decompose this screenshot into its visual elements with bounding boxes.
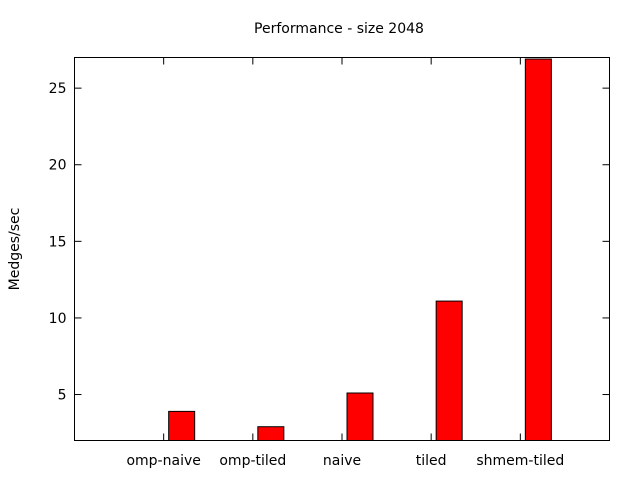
y-tick-label: 15 — [49, 234, 67, 250]
x-tick-label: naive — [323, 453, 361, 469]
x-tick-label: omp-tiled — [219, 453, 286, 469]
y-tick-label: 25 — [49, 81, 67, 97]
x-tick-label: shmem-tiled — [476, 453, 564, 469]
bar-naive — [346, 392, 374, 441]
bar-omp-naive — [168, 410, 196, 441]
y-axis-label: Medges/sec — [7, 208, 23, 291]
bar-omp-tiled — [257, 426, 285, 442]
x-axis: omp-naive omp-tiled naive tiled shmem-tiled — [126, 57, 564, 469]
x-tick-label: omp-naive — [126, 453, 200, 469]
x-tick-label: tiled — [416, 453, 447, 469]
bars — [168, 58, 552, 442]
bar-tiled — [435, 300, 463, 442]
y-tick-label: 5 — [58, 388, 67, 404]
y-tick-label: 10 — [49, 311, 67, 327]
chart-title: Performance - size 2048 — [254, 21, 424, 37]
bar-shmem-tiled — [524, 58, 552, 441]
y-axis: 5 10 15 20 25 — [49, 81, 610, 404]
y-tick-label: 20 — [49, 158, 67, 174]
